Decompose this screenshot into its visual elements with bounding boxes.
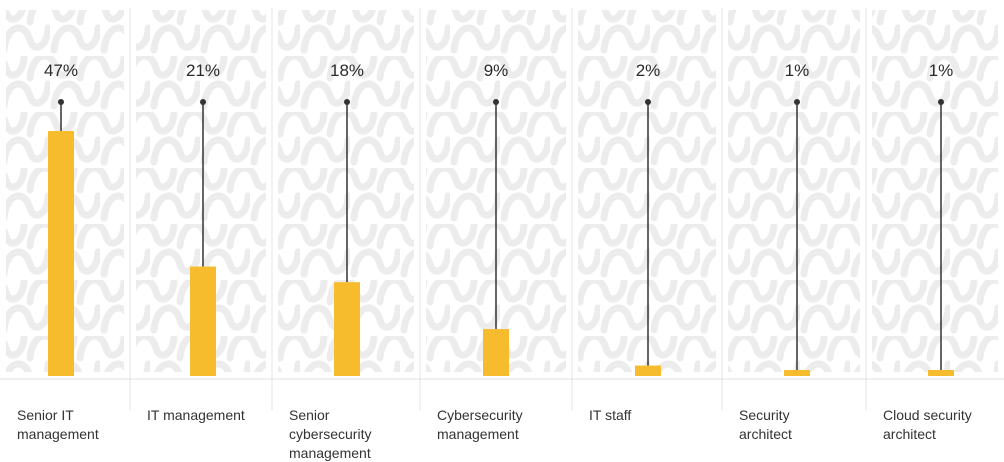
background-panel [578, 10, 716, 372]
data-label: 21% [186, 61, 220, 80]
bar [928, 370, 954, 376]
stem-dot [938, 99, 944, 105]
column-dividers [0, 8, 1004, 410]
category-label: IT management [147, 407, 245, 423]
bar [48, 131, 74, 376]
bar [784, 370, 810, 376]
stem-dot [645, 99, 651, 105]
data-label: 47% [44, 61, 78, 80]
data-label: 18% [330, 61, 364, 80]
category-label: Cloud security architect [883, 407, 972, 442]
category-label: Senior cybersecurity management [289, 407, 371, 461]
bar [483, 329, 509, 376]
data-label: 9% [484, 61, 509, 80]
stem-dot [493, 99, 499, 105]
data-label: 2% [636, 61, 661, 80]
background-pattern [6, 10, 998, 372]
bar [190, 266, 216, 376]
category-label: IT staff [589, 407, 631, 423]
category-label: Senior IT management [17, 407, 99, 442]
category-label: Cybersecurity management [437, 407, 523, 442]
stem-dot [58, 99, 64, 105]
bars-group [48, 99, 954, 376]
data-label: 1% [929, 61, 954, 80]
labels-group: 47% Senior IT management 21% IT management 18… [17, 61, 972, 461]
background-panel [872, 10, 998, 372]
category-label: Security architect [739, 407, 792, 442]
bar [635, 365, 661, 376]
bar [334, 282, 360, 376]
stem-dot [344, 99, 350, 105]
stem-dot [200, 99, 206, 105]
stem-dot [794, 99, 800, 105]
data-label: 1% [785, 61, 810, 80]
background-panel [728, 10, 860, 372]
